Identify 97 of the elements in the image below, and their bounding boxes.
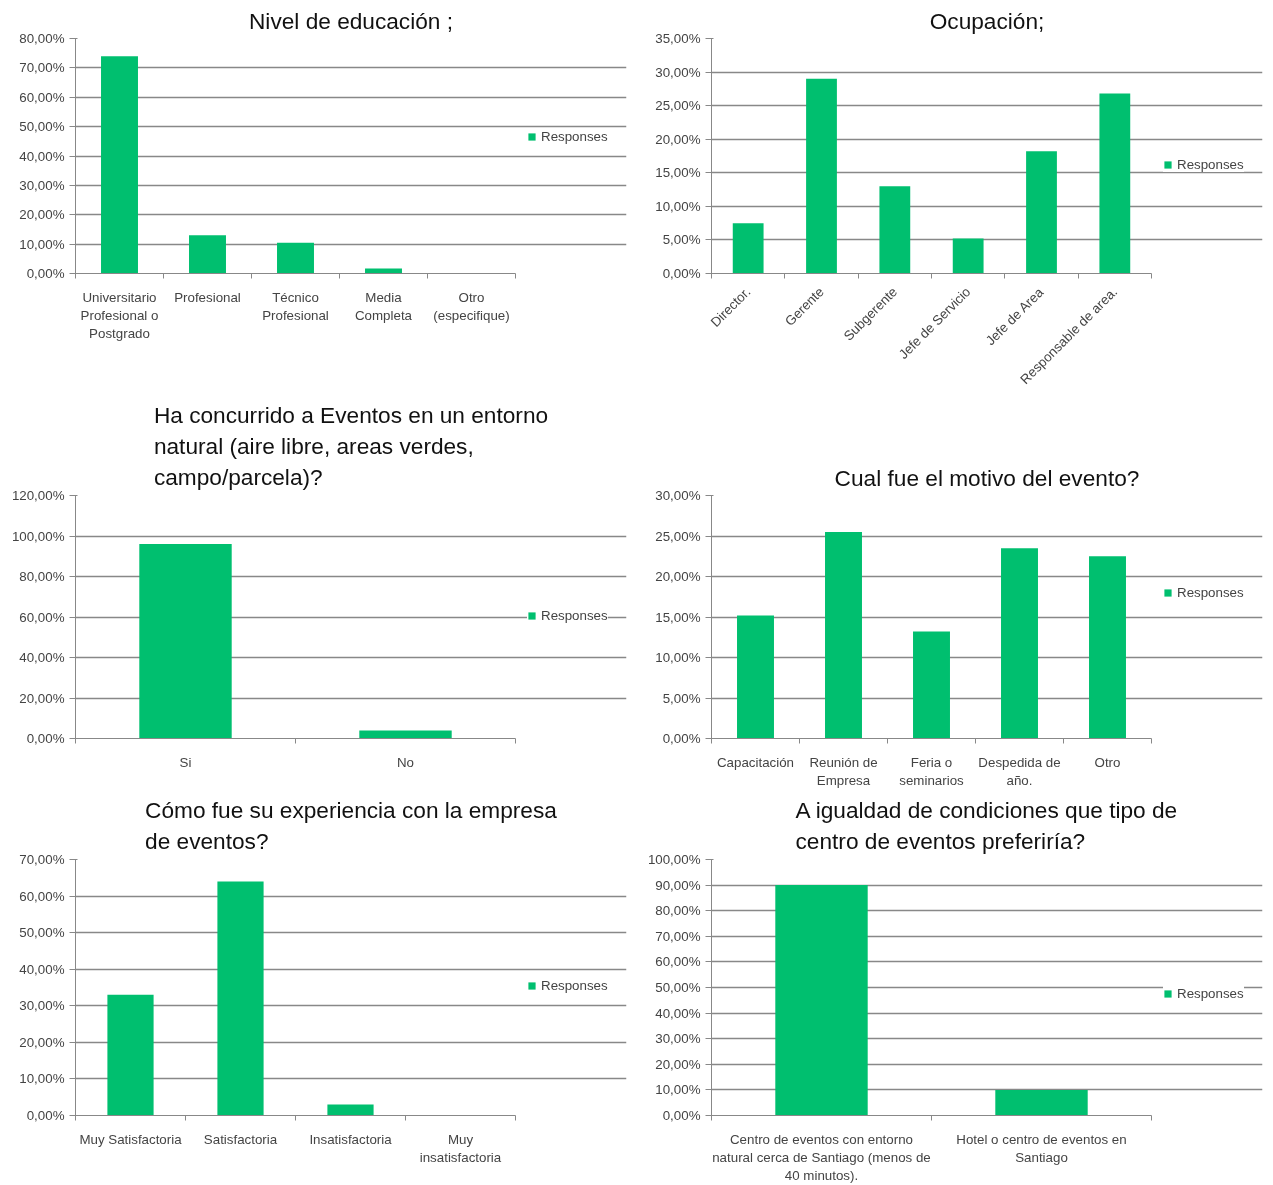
bar	[1026, 151, 1057, 274]
y-tick-label: 70,00%	[19, 60, 65, 76]
y-tick-label: 30,00%	[655, 488, 701, 503]
bar	[879, 186, 911, 274]
bar	[1089, 556, 1126, 739]
legend-label: Responses	[1177, 585, 1244, 600]
x-tick-label: Técnico Profesional	[262, 289, 329, 323]
y-tick-label: 40,00%	[19, 148, 65, 164]
y-tick-label: 20,00%	[19, 1034, 65, 1050]
legend-label: Responses	[541, 607, 608, 623]
y-tick-label: 20,00%	[655, 569, 701, 584]
y-tick-label: 30,00%	[19, 998, 65, 1014]
bar	[1099, 93, 1131, 274]
y-tick-label: 5,00%	[662, 232, 701, 248]
y-tick-label: 50,00%	[19, 119, 65, 135]
y-tick-label: 10,00%	[19, 236, 65, 252]
y-tick-label: 90,00%	[655, 877, 701, 893]
y-tick-label: 25,00%	[655, 528, 701, 544]
x-tick-label: Feria o seminarios	[899, 754, 965, 788]
y-tick-label: 100,00%	[11, 528, 65, 544]
y-tick-label: 30,00%	[655, 1031, 701, 1047]
bar	[913, 631, 950, 739]
bar	[825, 531, 862, 739]
bar	[732, 223, 764, 274]
chart-title: Cual fue el motivo del evento?	[834, 464, 1140, 491]
chart-title: A igualdad de condiciones que tipo de centro de eventos preferiría?	[795, 797, 1178, 855]
x-tick-label: Capacitación	[716, 754, 795, 770]
y-tick-label: 0,00%	[662, 1108, 701, 1123]
bar	[189, 235, 226, 274]
y-tick-label: 0,00%	[26, 1108, 65, 1123]
y-tick-label: 80,00%	[19, 31, 65, 46]
x-tick-label: Si	[179, 754, 192, 770]
y-tick-label: 60,00%	[19, 888, 65, 904]
y-tick-label: 0,00%	[26, 731, 65, 746]
x-tick-label: Media Completa	[354, 289, 413, 323]
y-tick-label: 20,00%	[19, 690, 65, 706]
x-tick-label: Muy Satisfactoria	[79, 1131, 183, 1147]
y-tick-label: 15,00%	[655, 609, 701, 625]
y-tick-label: 10,00%	[19, 1071, 65, 1087]
x-tick-label: Hotel o centro de eventos en Santiago	[956, 1131, 1127, 1165]
x-tick-label: Reunión de Empresa	[809, 754, 878, 788]
y-tick-label: 50,00%	[655, 980, 701, 995]
bar	[101, 56, 138, 274]
y-tick-label: 25,00%	[655, 98, 701, 114]
y-tick-label: 30,00%	[655, 64, 701, 80]
chart-title: Ocupación;	[929, 7, 1045, 34]
y-tick-label: 10,00%	[655, 1082, 701, 1098]
x-tick-label: Satisfactoria	[203, 1131, 278, 1147]
x-tick-label: Despedida de año.	[978, 754, 1061, 788]
x-tick-label: Centro de eventos con entorno natural cerca de Santiago (menos de 40 minutos).	[712, 1131, 931, 1183]
y-tick-label: 60,00%	[19, 609, 65, 625]
y-tick-label: 0,00%	[662, 731, 701, 746]
y-tick-label: 50,00%	[19, 925, 65, 941]
chart-title: Nivel de educación ;	[248, 7, 454, 34]
y-tick-label: 40,00%	[19, 961, 65, 977]
y-tick-label: 40,00%	[655, 1005, 701, 1021]
legend-label: Responses	[541, 128, 608, 144]
y-tick-label: 20,00%	[655, 131, 701, 147]
y-tick-label: 100,00%	[647, 852, 701, 867]
bar	[217, 881, 264, 1116]
chart-title: Ha concurrido a Eventos en un entorno natural (aire libre, areas verdes, campo/parcela)?	[153, 402, 549, 491]
y-tick-label: 35,00%	[655, 31, 701, 46]
y-tick-label: 20,00%	[19, 207, 65, 223]
y-tick-label: 70,00%	[19, 852, 65, 867]
bar	[806, 78, 837, 274]
y-tick-label: 70,00%	[655, 928, 701, 944]
y-tick-label: 60,00%	[655, 954, 701, 970]
y-tick-label: 60,00%	[19, 89, 65, 105]
x-tick-label: Otro (especifique)	[433, 289, 510, 323]
bar	[327, 1104, 374, 1116]
y-tick-label: 10,00%	[655, 198, 701, 214]
y-tick-label: 15,00%	[655, 165, 701, 181]
bar	[952, 238, 984, 274]
y-tick-label: 30,00%	[19, 177, 65, 193]
bar	[1001, 548, 1038, 739]
y-tick-label: 120,00%	[11, 488, 65, 503]
legend-label: Responses	[541, 977, 608, 993]
legend-label: Responses	[1177, 986, 1244, 1001]
x-tick-label: Universitario Profesional o Postgrado	[80, 289, 159, 341]
y-tick-label: 0,00%	[26, 266, 65, 281]
y-tick-label: 5,00%	[662, 690, 701, 706]
y-tick-label: 0,00%	[662, 266, 701, 281]
x-tick-label: Otro	[1094, 754, 1121, 770]
bar	[277, 242, 314, 274]
x-tick-label: Profesional	[174, 289, 241, 305]
y-tick-label: 10,00%	[655, 650, 701, 665]
y-tick-label: 80,00%	[19, 569, 65, 584]
y-tick-label: 20,00%	[655, 1056, 701, 1072]
chart-title: Cómo fue su experiencia con la empresa de eventos?	[145, 797, 558, 855]
y-tick-label: 40,00%	[19, 650, 65, 665]
x-tick-label: No	[396, 754, 415, 770]
legend-label: Responses	[1177, 156, 1244, 172]
bar	[737, 615, 774, 739]
y-tick-label: 80,00%	[655, 903, 701, 919]
bar	[107, 994, 154, 1116]
x-tick-label: Insatisfactoria	[309, 1131, 393, 1147]
x-tick-label: Muy insatisfactoria	[419, 1131, 502, 1165]
